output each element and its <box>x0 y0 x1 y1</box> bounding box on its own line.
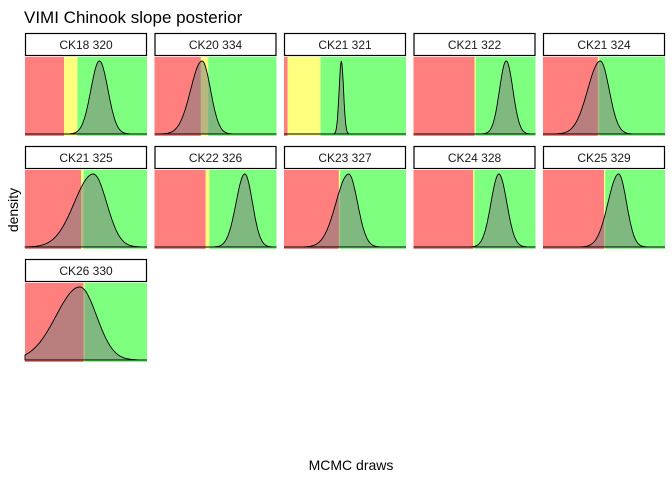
facet-label: CK21 321 <box>318 38 372 52</box>
facet-strip <box>24 32 148 57</box>
density-curve <box>413 60 536 135</box>
red-zone <box>154 170 206 249</box>
facet-label: CK24 328 <box>448 151 502 165</box>
red-zone <box>284 57 288 136</box>
red-zone <box>25 57 65 136</box>
facet-panel: CK24 328 <box>413 145 536 249</box>
density-curve <box>543 173 665 248</box>
x-axis-title: MCMC draws <box>309 457 394 473</box>
facet-panel: CK26 330 <box>24 258 148 362</box>
red-zone <box>543 170 604 249</box>
density-curve <box>154 60 277 135</box>
chart-title: VIMI Chinook slope posterior <box>24 8 243 27</box>
density-curve <box>24 173 147 248</box>
facet-panel: CK23 327 <box>283 145 407 249</box>
facet-panel: CK20 334 <box>154 32 277 136</box>
facet-strip <box>542 145 666 170</box>
yellow-zone <box>64 57 78 136</box>
density-curve <box>25 60 147 135</box>
green-zone <box>320 57 406 136</box>
facet-panel: CK22 326 <box>154 145 277 249</box>
density-curve <box>154 173 277 248</box>
density-curve <box>543 60 665 135</box>
facet-panels: CK18 320 CK20 334 CK21 321 CK21 322 CK21 324… <box>24 32 666 362</box>
yellow-zone <box>205 170 210 249</box>
facet-strip <box>24 145 148 170</box>
facet-panel: CK21 324 <box>542 32 666 136</box>
facet-label: CK22 326 <box>189 151 243 165</box>
yellow-zone <box>474 57 476 136</box>
density-curve <box>284 60 406 135</box>
density-curve <box>24 286 147 361</box>
facet-strip <box>24 258 148 283</box>
facet-strip <box>542 32 666 57</box>
facet-label: CK23 327 <box>318 151 372 165</box>
facet-label: CK21 322 <box>448 38 502 52</box>
facet-panel: CK18 320 <box>24 32 148 136</box>
facet-label: CK20 334 <box>189 38 243 52</box>
yellow-zone <box>604 170 606 249</box>
density-curve <box>413 173 536 248</box>
yellow-zone <box>287 57 321 136</box>
facet-label: CK25 329 <box>577 151 631 165</box>
facet-label: CK21 324 <box>577 38 631 52</box>
facet-label: CK26 330 <box>59 264 113 278</box>
facet-label: CK21 325 <box>59 151 113 165</box>
facet-strip <box>413 145 536 170</box>
facet-strip <box>283 145 407 170</box>
facet-strip <box>413 32 536 57</box>
facet-label: CK18 320 <box>59 38 113 52</box>
facet-strip <box>154 32 277 57</box>
green-zone <box>208 57 277 136</box>
facet-panel: CK21 325 <box>24 145 148 249</box>
facet-panel: CK25 329 <box>542 145 666 249</box>
facet-panel: CK21 321 <box>283 32 407 136</box>
red-zone <box>413 170 474 249</box>
facet-panel: CK21 322 <box>413 32 536 136</box>
facet-strip <box>283 32 407 57</box>
y-axis-title: density <box>5 188 21 232</box>
density-curve <box>284 173 406 248</box>
yellow-zone <box>473 170 475 249</box>
red-zone <box>413 57 475 136</box>
facet-strip <box>154 145 277 170</box>
